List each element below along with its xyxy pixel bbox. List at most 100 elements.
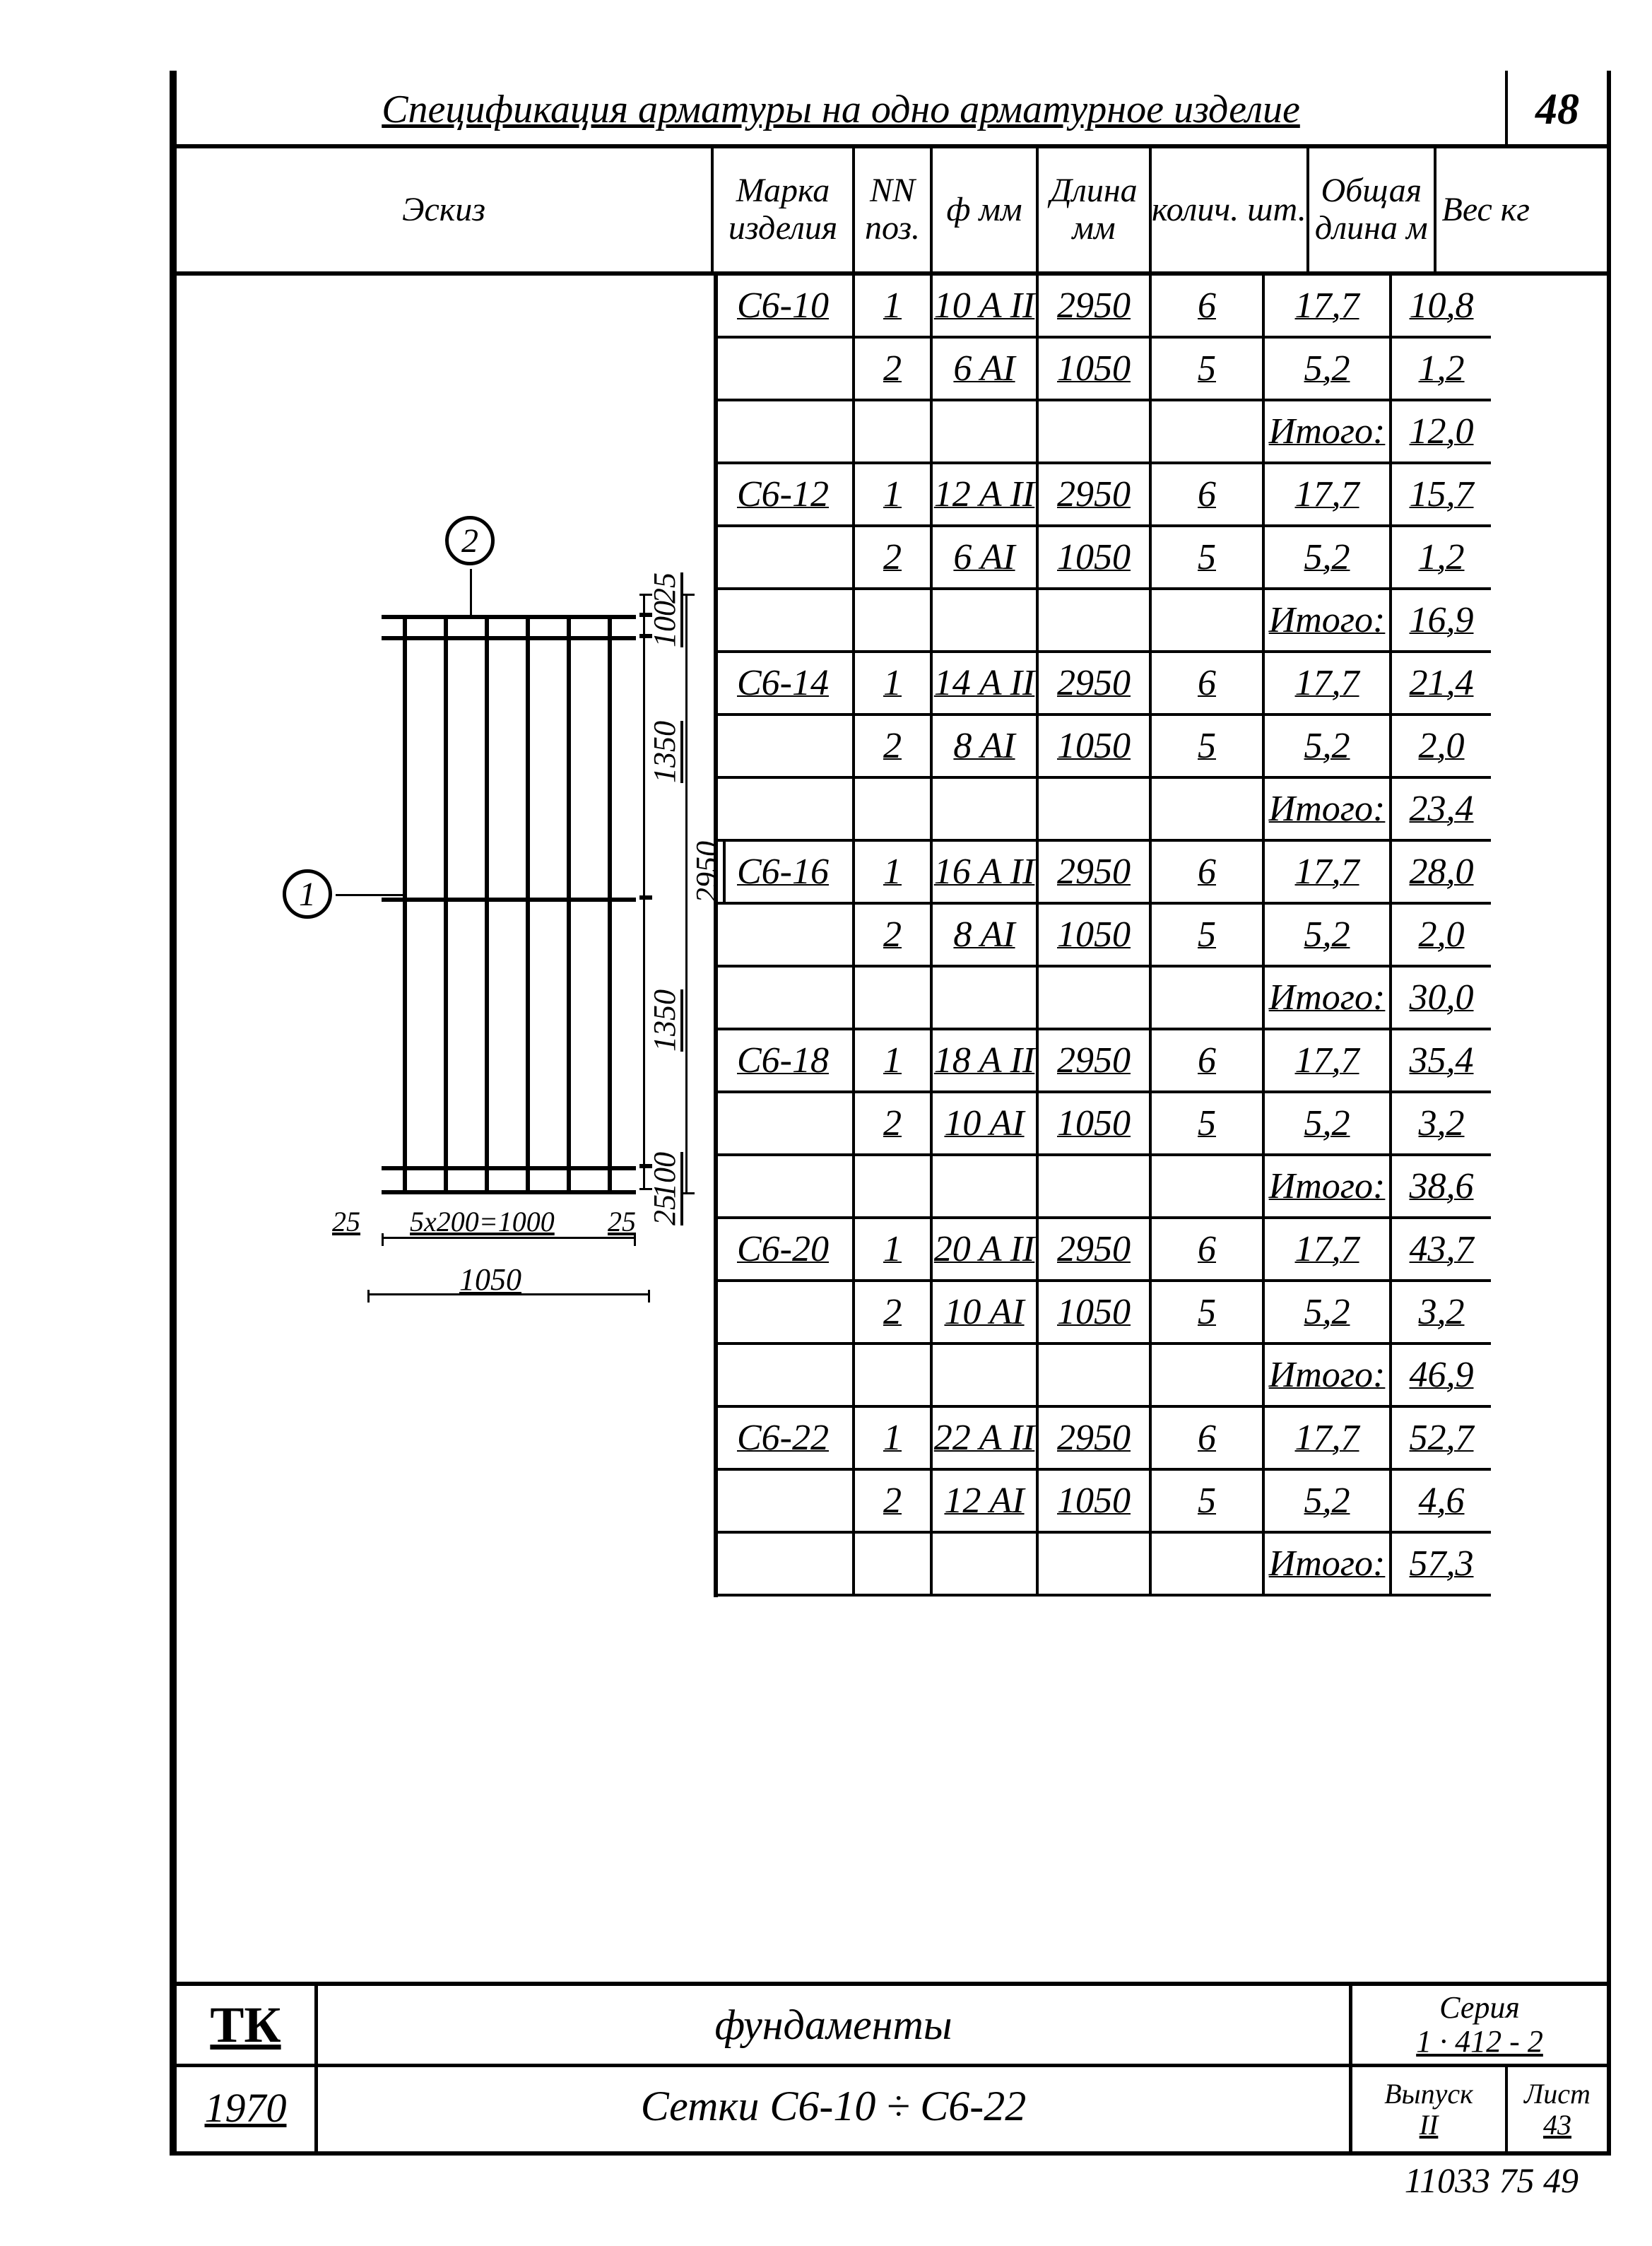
table-cell	[1152, 401, 1265, 464]
title-row: Спецификация арматуры на одно арматурное…	[177, 71, 1607, 148]
table-cell: 1,2	[1392, 339, 1491, 401]
table-cell	[933, 968, 1039, 1030]
dim-100-bot-label: 100	[647, 1152, 683, 1199]
table-cell	[714, 968, 855, 1030]
table-cell	[855, 1534, 933, 1597]
table-cell: 1	[855, 1408, 933, 1471]
dim-2950	[685, 594, 688, 1194]
tb-vypusk-list: Выпуск II Лист 43	[1352, 2067, 1607, 2151]
table-cell: 35,4	[1392, 1030, 1491, 1093]
title-block: ТК фундаменты Серия 1 · 412 - 2 1970 Сет…	[177, 1982, 1607, 2151]
table-cell	[714, 1282, 855, 1345]
table-cell: 6 AI	[933, 339, 1039, 401]
table-row: С6-14114 A II2950617,721,4	[714, 653, 1491, 716]
header-nn: NN поз.	[855, 148, 933, 271]
table-cell: 20 A II	[933, 1219, 1039, 1282]
table-cell: 1	[855, 464, 933, 527]
table-cell	[1152, 590, 1265, 653]
table-cell: 2950	[1039, 276, 1152, 339]
table-cell	[1152, 1156, 1265, 1219]
table-cell: 52,7	[1392, 1408, 1491, 1471]
table-cell: 2	[855, 1093, 933, 1156]
table-cell	[714, 590, 855, 653]
tb-seria: Серия 1 · 412 - 2	[1352, 1986, 1607, 2064]
spec-table-body: С6-10110 A II2950617,710,826 AI105055,21…	[714, 276, 1491, 1597]
table-cell: 2950	[1039, 1408, 1152, 1471]
table-cell: 16,9	[1392, 590, 1491, 653]
table-cell: Итого:	[1265, 401, 1392, 464]
table-cell: 12 AI	[933, 1471, 1039, 1534]
table-cell: 28,0	[1392, 842, 1491, 905]
table-cell: 1050	[1039, 716, 1152, 779]
table-cell: 5	[1152, 716, 1265, 779]
table-row: Итого:23,4	[714, 779, 1491, 842]
table-cell: 57,3	[1392, 1534, 1491, 1597]
table-cell: 1050	[1039, 339, 1152, 401]
header-dlina: Длина мм	[1039, 148, 1152, 271]
callout-2: 2	[445, 516, 495, 565]
list-value: 43	[1508, 2110, 1607, 2141]
table-cell: Итого:	[1265, 779, 1392, 842]
table-cell: 1050	[1039, 1093, 1152, 1156]
table-row: Итого:12,0	[714, 401, 1491, 464]
table-cell	[855, 590, 933, 653]
table-cell: 6 AI	[933, 527, 1039, 590]
table-cell: 38,6	[1392, 1156, 1491, 1219]
callout-2-leader	[470, 569, 472, 615]
table-cell: 6	[1152, 1219, 1265, 1282]
rebar-sketch: 2 1 25 100 1350 1350 100 25 2950	[261, 530, 671, 1449]
table-cell: 1	[855, 842, 933, 905]
table-cell	[714, 1093, 855, 1156]
table-cell: 5,2	[1265, 1282, 1392, 1345]
table-cell	[855, 401, 933, 464]
table-cell: 10,8	[1392, 276, 1491, 339]
table-cell	[933, 1345, 1039, 1408]
table-cell	[1039, 401, 1152, 464]
dim-100-label: 100	[647, 601, 683, 647]
table-cell: 1	[855, 653, 933, 716]
table-cell: 17,7	[1265, 464, 1392, 527]
table-cell	[1039, 1156, 1152, 1219]
header-obshaya: Общая длина м	[1309, 148, 1436, 271]
table-cell: С6-12	[714, 464, 855, 527]
table-cell	[714, 1156, 855, 1219]
table-cell	[933, 590, 1039, 653]
vypusk-value: II	[1352, 2110, 1505, 2141]
header-phi: ф мм	[933, 148, 1039, 271]
table-cell: Итого:	[1265, 1156, 1392, 1219]
tb-year: 1970	[177, 2067, 318, 2151]
dim-1050-label: 1050	[459, 1262, 521, 1298]
table-cell	[1152, 1534, 1265, 1597]
table-cell: С6-16	[714, 842, 855, 905]
table-cell: 1	[855, 1219, 933, 1282]
seria-value: 1 · 412 - 2	[1352, 2025, 1607, 2059]
table-cell: 2	[855, 1471, 933, 1534]
table-cell: 22 A II	[933, 1408, 1039, 1471]
tb-vypusk: Выпуск II	[1352, 2067, 1508, 2151]
tb-list: Лист 43	[1508, 2067, 1607, 2151]
table-cell	[714, 1345, 855, 1408]
table-cell: 5	[1152, 905, 1265, 968]
table-cell	[714, 716, 855, 779]
dim-25l-label: 25	[332, 1205, 360, 1238]
table-cell: С6-20	[714, 1219, 855, 1282]
table-cell: 21,4	[1392, 653, 1491, 716]
table-cell	[714, 779, 855, 842]
callout-1-leader	[336, 894, 403, 896]
table-cell	[1039, 1345, 1152, 1408]
table-cell: 5,2	[1265, 339, 1392, 401]
table-cell: 17,7	[1265, 1219, 1392, 1282]
table-row: Итого:38,6	[714, 1156, 1491, 1219]
dim-5x200-label: 5x200=1000	[410, 1205, 555, 1238]
table-cell	[933, 779, 1039, 842]
table-cell: 1050	[1039, 527, 1152, 590]
table-cell: 12,0	[1392, 401, 1491, 464]
dim-1350b-label: 1350	[647, 989, 683, 1052]
table-cell	[714, 527, 855, 590]
eskiz-area: 2 1 25 100 1350 1350 100 25 2950	[177, 276, 714, 1597]
table-cell	[714, 905, 855, 968]
table-cell: 10 AI	[933, 1282, 1039, 1345]
table-row: Итого:16,9	[714, 590, 1491, 653]
table-cell	[855, 1156, 933, 1219]
table-cell: 3,2	[1392, 1093, 1491, 1156]
